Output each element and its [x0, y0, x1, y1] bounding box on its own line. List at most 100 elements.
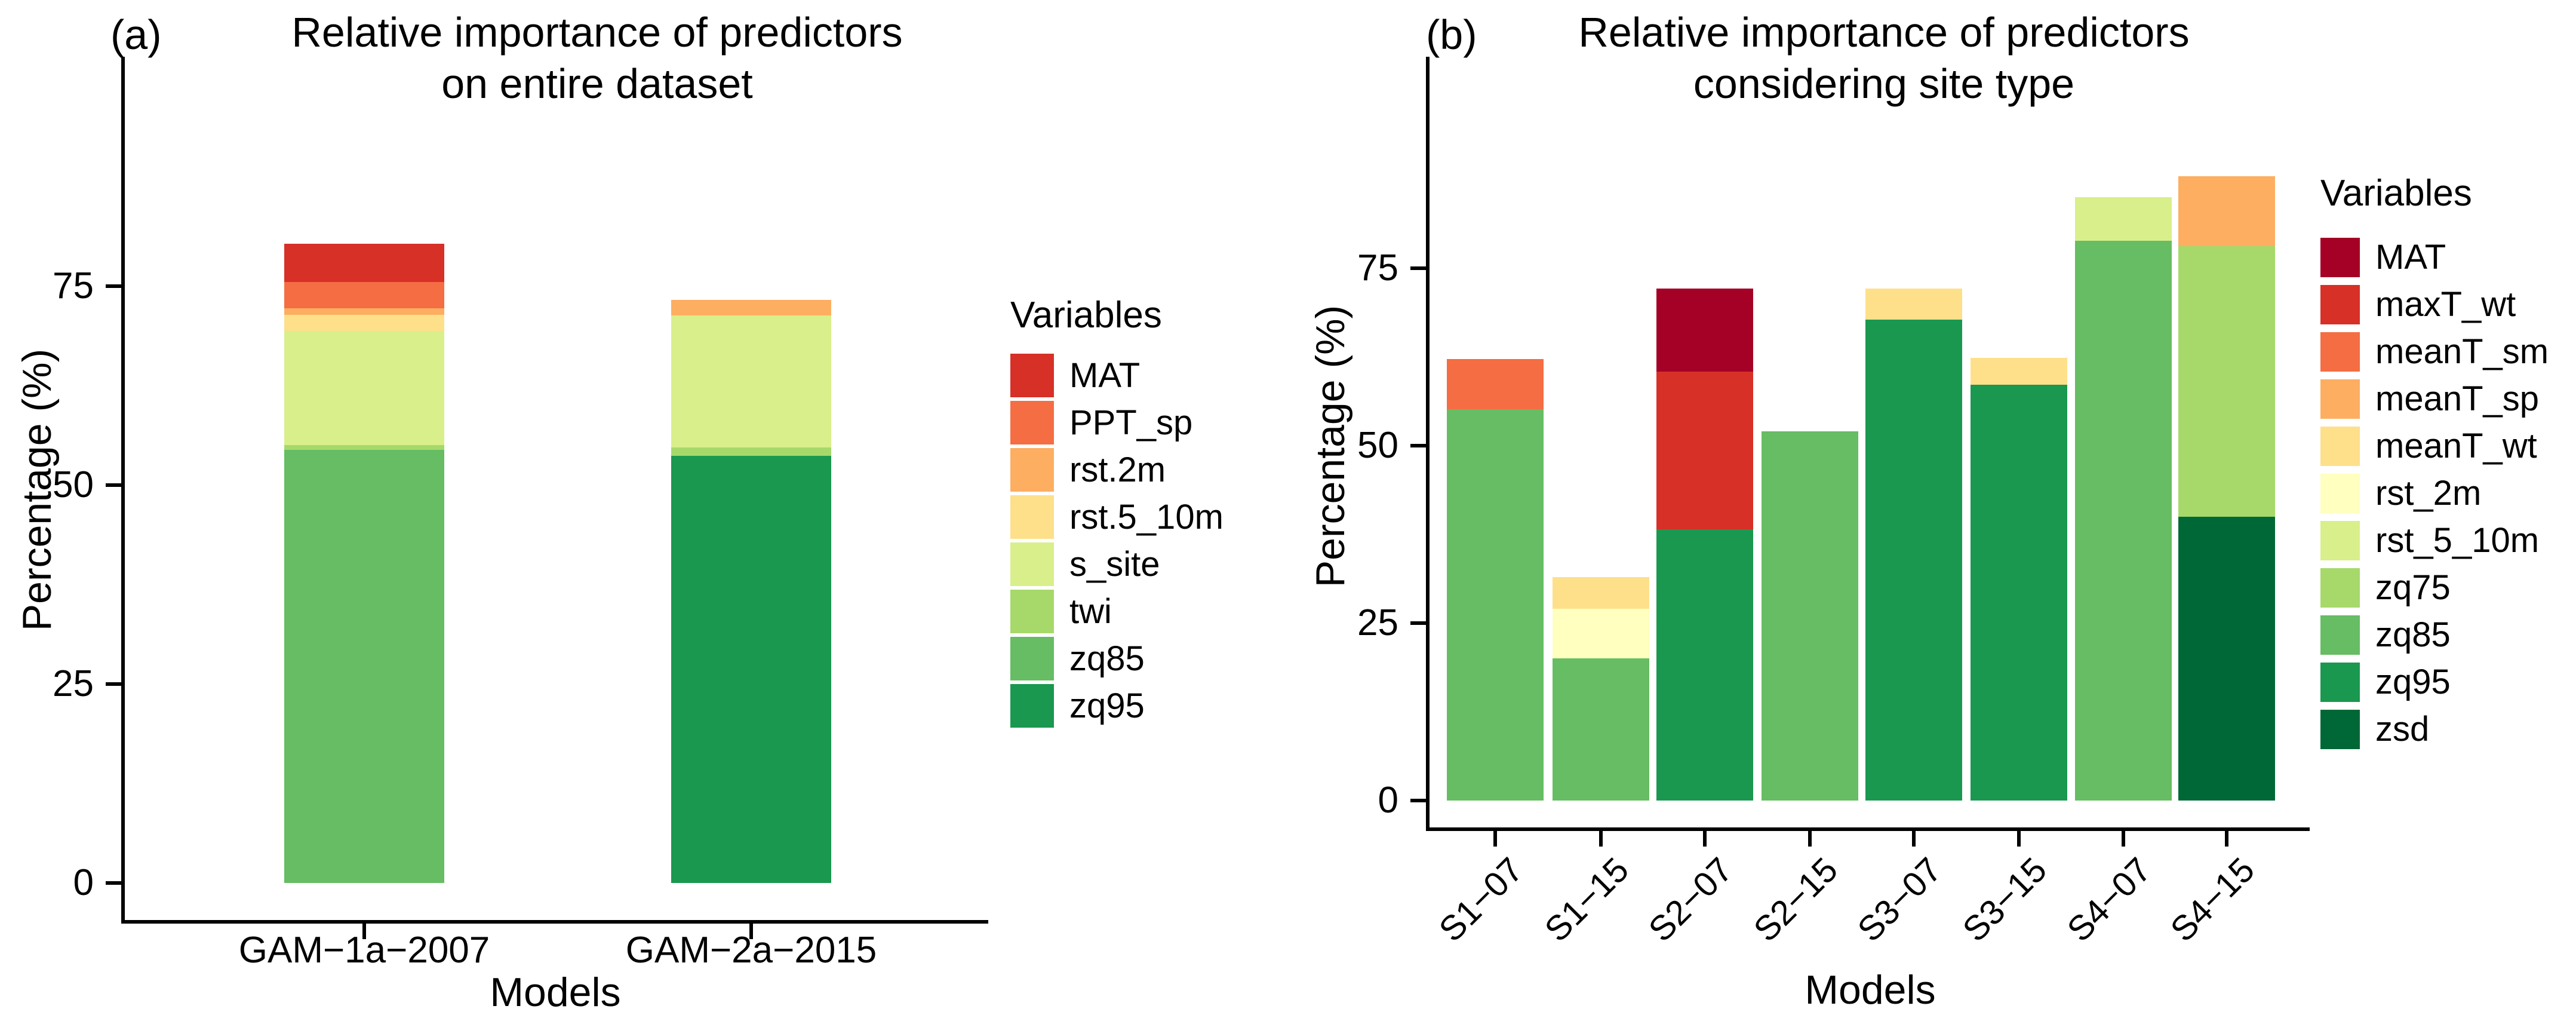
legend-item: zq75 [2320, 568, 2451, 608]
bar-segment-zsd [2178, 516, 2275, 801]
panel-b-legend-title: Variables [2320, 173, 2472, 214]
y-tick [106, 881, 121, 885]
bar-segment-MAT [284, 244, 444, 283]
y-tick-label: 50 [1357, 425, 1398, 466]
legend-item-label: meanT_wt [2375, 427, 2537, 465]
panel-a-tag: (a) [110, 11, 162, 58]
legend-item-label: rst.2m [1069, 450, 1166, 489]
x-tick [2122, 831, 2125, 847]
bar-segment-zq85 [2075, 240, 2172, 801]
bar-S3−07 [1865, 289, 1962, 801]
bar-GAM−1a−2007 [284, 244, 444, 883]
legend-item: rst_5_10m [2320, 521, 2539, 560]
y-tick [1410, 266, 1426, 270]
legend-item: s_site [1010, 542, 1160, 586]
bar-S1−07 [1447, 359, 1544, 801]
bar-segment-zq95 [1865, 319, 1962, 801]
bar-segment-rst_2m [1553, 609, 1649, 659]
bar-S1−15 [1553, 577, 1649, 801]
legend-item: zq85 [2320, 615, 2451, 655]
legend-swatch-icon [2320, 568, 2360, 608]
y-tick-label: 0 [1378, 780, 1398, 821]
bar-segment-rst.5_10m [284, 314, 444, 331]
x-tick [1493, 831, 1497, 847]
y-tick [1410, 621, 1426, 625]
legend-item-label: zq95 [2375, 663, 2451, 701]
panel-b-tag: (b) [1426, 11, 1477, 58]
legend-swatch-icon [2320, 521, 2360, 560]
bar-segment-twi [284, 445, 444, 450]
bar-segment-rst.2m [671, 299, 831, 316]
legend-item-label: zq85 [1069, 639, 1145, 678]
legend-item: rst.5_10m [1010, 495, 1224, 539]
legend-item: rst.2m [1010, 448, 1166, 492]
bar-S3−15 [1971, 357, 2067, 801]
bar-segment-meanT_sm [1447, 359, 1544, 410]
legend-item: PPT_sp [1010, 401, 1192, 444]
bar-segment-zq95 [1971, 384, 2067, 801]
bar-segment-meanT_wt [1971, 357, 2067, 385]
legend-item: meanT_wt [2320, 427, 2537, 466]
y-tick-label: 75 [53, 265, 94, 306]
bar-segment-s_site [671, 315, 831, 448]
bar-S2−15 [1762, 431, 1858, 801]
y-tick [1410, 444, 1426, 447]
bar-segment-rst.2m [284, 308, 444, 315]
legend-item-label: rst.5_10m [1069, 497, 1224, 536]
legend-item: rst_2m [2320, 474, 2481, 513]
legend-item: MAT [2320, 238, 2446, 277]
y-axis-line [121, 57, 125, 924]
bar-segment-meanT_sp [2178, 176, 2275, 247]
bar-segment-MAT [1656, 289, 1753, 372]
x-axis-line [1426, 827, 2310, 831]
x-tick [1703, 831, 1707, 847]
legend-swatch-icon [1010, 401, 1054, 444]
legend-item: meanT_sm [2320, 332, 2549, 372]
y-tick-label: 25 [53, 663, 94, 704]
bar-S4−07 [2075, 197, 2172, 801]
legend-swatch-icon [2320, 238, 2360, 277]
x-axis-line [121, 920, 988, 924]
legend-swatch-icon [2320, 474, 2360, 513]
panel-a-legend-title: Variables [1010, 295, 1162, 336]
bar-GAM−2a−2015 [671, 299, 831, 883]
legend-item-label: s_site [1069, 544, 1160, 584]
y-tick [106, 483, 121, 487]
bar-segment-meanT_wt [1553, 577, 1649, 609]
legend-swatch-icon [1010, 495, 1054, 539]
y-tick [1410, 799, 1426, 802]
legend-swatch-icon [2320, 615, 2360, 655]
legend-swatch-icon [2320, 427, 2360, 466]
legend-swatch-icon [2320, 285, 2360, 324]
legend-item: meanT_sp [2320, 379, 2539, 419]
legend-swatch-icon [2320, 710, 2360, 749]
bar-segment-meanT_wt [1865, 289, 1962, 320]
legend-item: zq95 [1010, 684, 1145, 728]
legend-item: MAT [1010, 354, 1140, 397]
legend-item-label: zq95 [1069, 686, 1145, 725]
bar-S2−07 [1656, 289, 1753, 801]
bar-segment-zq85 [1553, 658, 1649, 801]
legend-swatch-icon [1010, 542, 1054, 586]
bar-segment-maxT_wt [1656, 372, 1753, 530]
bar-segment-zq95 [1656, 529, 1753, 801]
bar-segment-zq95 [671, 455, 831, 883]
x-tick [362, 924, 366, 939]
legend-swatch-icon [1010, 684, 1054, 728]
x-tick [1912, 831, 1916, 847]
legend-swatch-icon [2320, 332, 2360, 372]
x-tick [2017, 831, 2021, 847]
x-tick [2225, 831, 2228, 847]
legend-swatch-icon [1010, 637, 1054, 680]
legend-item-label: zq85 [2375, 615, 2451, 654]
bar-segment-s_site [284, 330, 444, 446]
x-tick [1808, 831, 1812, 847]
bar-segment-PPT_sp [284, 282, 444, 309]
bar-segment-zq75 [2178, 246, 2275, 517]
y-tick-label: 25 [1357, 602, 1398, 643]
x-tick [749, 924, 753, 939]
panel-b-subtitle: considering site type [1693, 60, 2075, 107]
bar-segment-twi [671, 447, 831, 456]
legend-item-label: meanT_sm [2375, 332, 2549, 371]
